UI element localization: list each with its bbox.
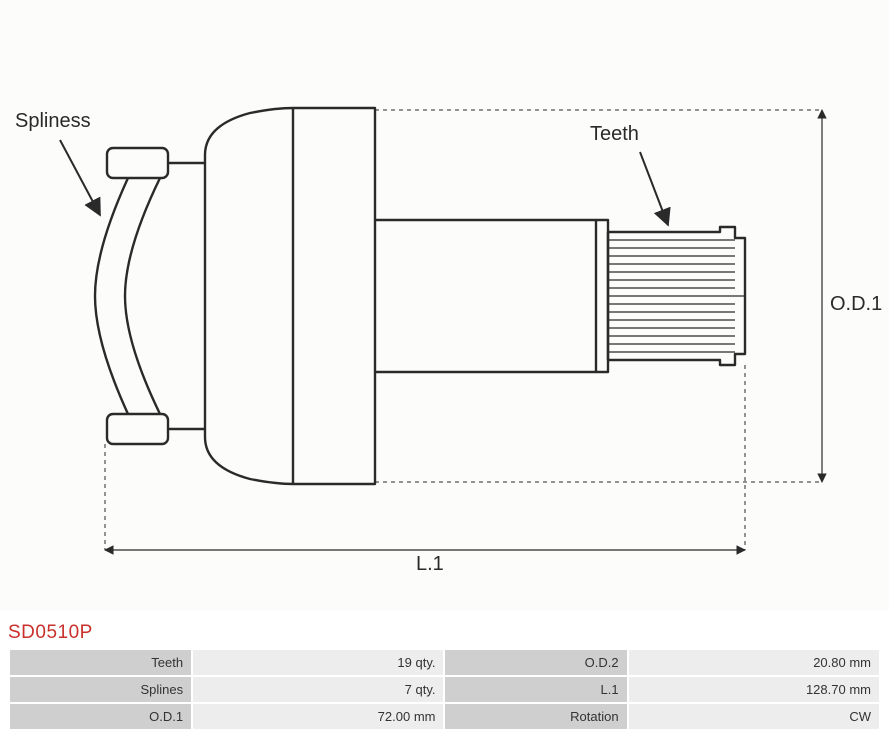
spec-key: Splines <box>10 677 191 702</box>
table-row: O.D.1 72.00 mm Rotation CW <box>10 704 879 729</box>
spec-key: O.D.2 <box>445 650 626 675</box>
teeth-label: Teeth <box>590 123 639 146</box>
spec-value: CW <box>629 704 879 729</box>
spec-value: 7 qty. <box>193 677 443 702</box>
splines-arrow <box>60 140 100 215</box>
spec-table: Teeth 19 qty. O.D.2 20.80 mm Splines 7 q… <box>8 648 881 731</box>
teeth-arrow <box>640 152 668 225</box>
od1-label: O.D.1 <box>830 293 882 316</box>
spec-value: 128.70 mm <box>629 677 879 702</box>
spec-key: Rotation <box>445 704 626 729</box>
l1-label: L.1 <box>416 553 444 576</box>
spec-key: L.1 <box>445 677 626 702</box>
part-code: SD0510P <box>8 622 93 644</box>
spec-value: 20.80 mm <box>629 650 879 675</box>
part-drawing <box>0 0 889 610</box>
spec-value: 72.00 mm <box>193 704 443 729</box>
table-row: Teeth 19 qty. O.D.2 20.80 mm <box>10 650 879 675</box>
spec-key: Teeth <box>10 650 191 675</box>
table-row: Splines 7 qty. L.1 128.70 mm <box>10 677 879 702</box>
splines-label: Spliness <box>15 110 91 133</box>
spec-key: O.D.1 <box>10 704 191 729</box>
spec-value: 19 qty. <box>193 650 443 675</box>
diagram-area: Spliness Teeth O.D.1 L.1 <box>0 0 889 610</box>
